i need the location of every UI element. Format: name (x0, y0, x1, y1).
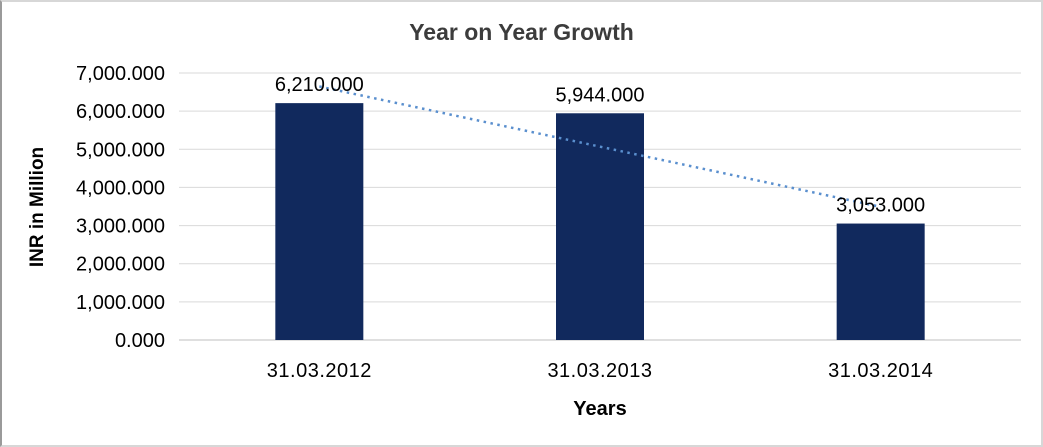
y-axis-title: INR in Million (27, 146, 48, 268)
y-tick-label: 2,000.000 (76, 254, 165, 276)
x-tick-label: 31.03.2012 (267, 360, 372, 382)
y-tick-label: 0.000 (115, 330, 165, 352)
bar-value-label: 5,944.000 (556, 84, 645, 106)
x-tick-label: 31.03.2013 (547, 360, 652, 382)
y-tick-label: 4,000.000 (76, 177, 165, 199)
bar-3 (836, 223, 925, 340)
y-tick-label: 7,000.000 (76, 63, 165, 85)
bar-1 (275, 103, 364, 340)
y-tick-label: 3,000.000 (76, 216, 165, 238)
trendline (319, 85, 881, 209)
bar-value-label: 6,210.000 (275, 74, 364, 96)
bar-2 (556, 113, 644, 340)
chart-title: Year on Year Growth (409, 19, 634, 45)
y-tick-label: 6,000.000 (76, 101, 165, 123)
bar-value-label: 3,053.000 (836, 195, 925, 217)
x-axis-title: Years (573, 398, 627, 420)
y-tick-label: 1,000.000 (76, 292, 165, 314)
x-tick-label: 31.03.2014 (828, 360, 933, 382)
y-tick-label: 5,000.000 (76, 139, 165, 161)
